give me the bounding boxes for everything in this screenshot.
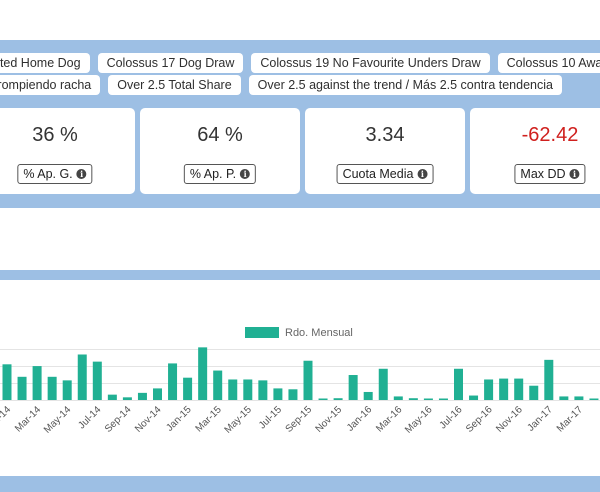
stat-value: -62.42	[521, 124, 579, 146]
info-icon[interactable]: i	[417, 169, 428, 179]
chart-bar[interactable]	[393, 396, 403, 400]
x-tick-label: Nov-14	[133, 404, 164, 435]
chart-grid	[0, 349, 600, 401]
stat-value: 64 %	[197, 124, 243, 146]
chart-bar[interactable]	[363, 391, 373, 400]
chart-bar[interactable]	[168, 363, 178, 400]
stat-value: 3.34	[365, 124, 405, 146]
x-tick-label: Nov-15	[314, 404, 345, 435]
stat-label-button[interactable]: % Ap. G. i	[17, 164, 93, 184]
x-tick-label: May-15	[223, 404, 255, 436]
x-tick-label: Jan-14	[0, 404, 13, 434]
x-tick-label: Sep-15	[284, 404, 315, 435]
stat-label-text: % Ap. P.	[189, 167, 237, 181]
section-divider	[0, 270, 600, 280]
x-tick-label: Jan-15	[164, 404, 194, 434]
chart-bar[interactable]	[423, 398, 433, 401]
info-icon[interactable]: i	[569, 169, 580, 179]
strategy-tag[interactable]: Colossus 17 Dog Draw	[97, 53, 244, 73]
strategy-tags-row-1: ated Home Dog Colossus 17 Dog Draw Colos…	[0, 53, 600, 73]
stat-label-text: Cuota Media	[342, 167, 414, 181]
chart-bar[interactable]	[288, 389, 298, 400]
x-tick-label: Jul-15	[257, 404, 284, 431]
chart-bar[interactable]	[574, 396, 584, 400]
stat-label-text: Max DD	[520, 167, 566, 181]
chart-bar[interactable]	[589, 398, 599, 401]
chart-bar[interactable]	[484, 379, 494, 400]
chart-bar[interactable]	[438, 398, 448, 401]
chart-bar[interactable]	[514, 378, 524, 400]
chart-bar[interactable]	[122, 397, 132, 400]
chart-bar[interactable]	[77, 354, 87, 400]
stat-card-loss-rate: 64 % % Ap. P. i	[140, 108, 300, 194]
chart-bar[interactable]	[273, 388, 283, 400]
info-icon[interactable]: i	[240, 169, 251, 179]
x-tick-label: Mar-17	[555, 404, 585, 434]
stat-label-button[interactable]: % Ap. P. i	[183, 164, 257, 184]
x-tick-label: Mar-16	[374, 404, 404, 434]
chart-bar[interactable]	[469, 395, 479, 400]
chart-bar[interactable]	[529, 385, 539, 400]
chart-bars	[2, 347, 599, 401]
stat-card-avg-odds: 3.34 Cuota Media i	[305, 108, 465, 194]
chart-bar[interactable]	[153, 388, 162, 400]
legend-swatch	[245, 327, 279, 338]
chart-bar[interactable]	[228, 379, 238, 400]
footer-band	[0, 476, 600, 492]
chart-bar[interactable]	[243, 379, 253, 400]
stat-label-text: % Ap. G.	[23, 167, 73, 181]
strategy-tag[interactable]: Colossus 10 Away	[497, 53, 600, 73]
chart-bar[interactable]	[107, 394, 117, 400]
chart-bar[interactable]	[333, 398, 343, 400]
chart-bar[interactable]	[499, 378, 509, 400]
x-tick-label: Nov-16	[494, 404, 525, 435]
strategy-tag[interactable]: Over 2.5 Total Share	[108, 75, 241, 95]
chart-bar[interactable]	[213, 370, 223, 400]
chart-bar[interactable]	[137, 392, 147, 400]
chart-legend[interactable]: Rdo. Mensual	[245, 327, 353, 339]
stat-label-button[interactable]: Max DD i	[514, 164, 586, 184]
x-tick-label: Jul-14	[76, 404, 103, 431]
chart-bar[interactable]	[318, 398, 328, 401]
x-tick-label: May-16	[403, 404, 435, 436]
x-tick-label: Mar-15	[194, 404, 224, 434]
strategy-tag[interactable]: e rompiendo racha	[0, 75, 101, 95]
chart-bar[interactable]	[303, 360, 313, 400]
stat-label-button[interactable]: Cuota Media i	[336, 164, 434, 184]
strategy-tag[interactable]: Colossus 19 No Favourite Unders Draw	[251, 53, 490, 73]
chart-bar[interactable]	[92, 361, 102, 400]
chart-bar[interactable]	[47, 376, 57, 400]
chart-bar[interactable]	[258, 380, 268, 400]
legend-label: Rdo. Mensual	[285, 327, 353, 339]
strategy-tags-row-2: e rompiendo racha Over 2.5 Total Share O…	[0, 75, 562, 95]
chart-bar[interactable]	[544, 359, 554, 400]
x-tick-label: Mar-14	[13, 404, 43, 434]
chart-bar[interactable]	[408, 398, 418, 400]
stat-card-win-rate: 36 % % Ap. G. i	[0, 108, 135, 194]
strategy-tag[interactable]: Over 2.5 against the trend / Más 2.5 con…	[248, 75, 562, 95]
chart-bar[interactable]	[378, 368, 388, 400]
x-tick-label: May-14	[42, 404, 74, 436]
chart-bar[interactable]	[2, 364, 12, 400]
chart-bar[interactable]	[183, 377, 193, 400]
chart-bar[interactable]	[559, 396, 569, 400]
chart-bar[interactable]	[62, 380, 72, 400]
x-tick-label: Jul-16	[438, 404, 465, 431]
chart-bar[interactable]	[454, 368, 463, 400]
strategy-tag[interactable]: ated Home Dog	[0, 53, 90, 73]
chart-bar[interactable]	[348, 375, 358, 400]
x-tick-label: Sep-14	[103, 404, 134, 435]
stat-card-max-drawdown: -62.42 Max DD i	[470, 108, 600, 194]
x-tick-label: Jan-17	[526, 404, 556, 434]
x-tick-label: Jan-16	[345, 404, 375, 434]
chart-bar[interactable]	[32, 366, 42, 400]
stat-value: 36 %	[32, 124, 78, 146]
info-icon[interactable]: i	[76, 169, 87, 179]
chart-bar[interactable]	[198, 347, 208, 400]
x-tick-label: Sep-16	[464, 404, 495, 435]
chart-bar[interactable]	[17, 376, 27, 400]
